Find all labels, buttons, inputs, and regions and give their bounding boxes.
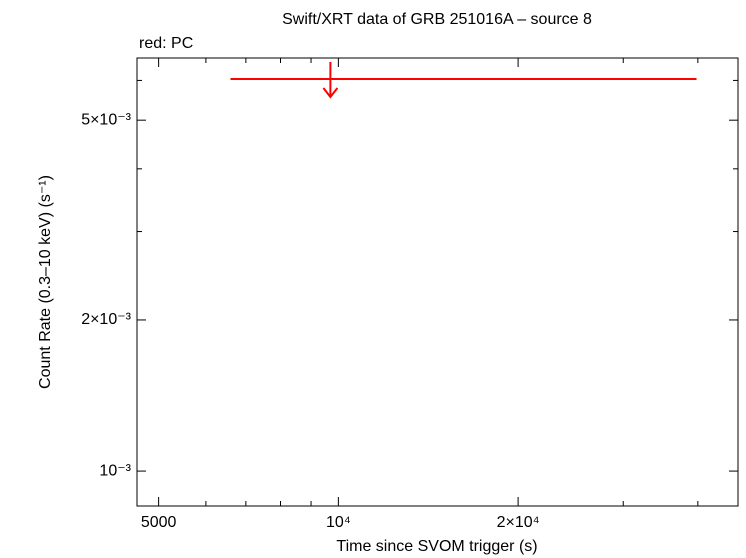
x-tick-label: 10⁴	[326, 514, 351, 531]
y-tick-label: 2×10⁻³	[81, 311, 131, 328]
plot-frame	[136, 57, 739, 507]
chart-title: Swift/XRT data of GRB 251016A – source 8	[282, 11, 592, 28]
annotation: red: PC	[139, 35, 193, 52]
x-tick-label: 5000	[141, 514, 177, 531]
x-tick-label: 2×10⁴	[497, 514, 540, 531]
y-axis-label: Count Rate (0.3–10 keV) (s⁻¹)	[37, 175, 54, 389]
y-tick-label: 10⁻³	[99, 462, 131, 479]
x-axis-label: Time since SVOM trigger (s)	[336, 538, 537, 555]
upper-limit-arrow	[322, 61, 339, 99]
y-tick-label: 5×10⁻³	[81, 111, 131, 128]
